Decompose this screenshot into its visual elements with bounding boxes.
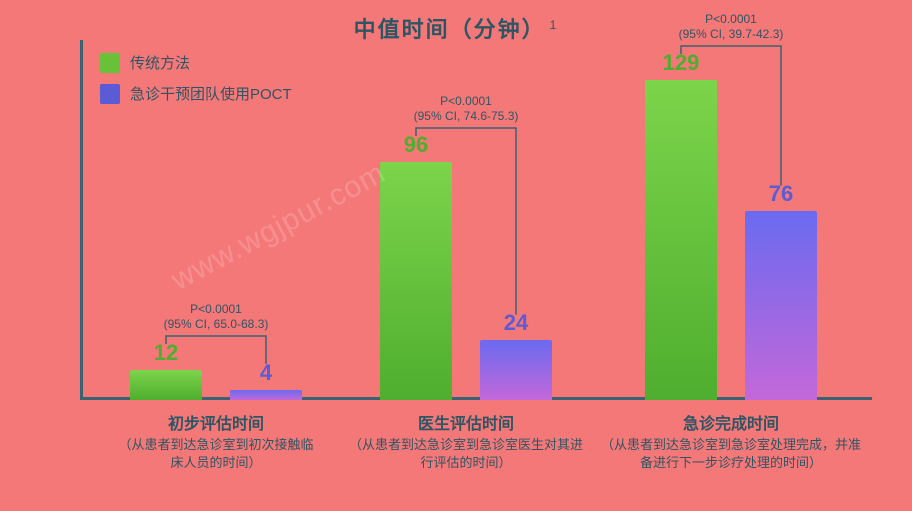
bar-value-label: 129 — [645, 50, 717, 76]
chart-title-footnote: 1 — [550, 18, 559, 32]
stat-annotation: P<0.0001(95% CI, 39.7-42.3) — [621, 12, 841, 42]
stat-p-value: P<0.0001 — [106, 302, 326, 317]
stat-annotation: P<0.0001(95% CI, 74.6-75.3) — [356, 94, 576, 124]
median-time-chart: 中值时间（分钟）1 传统方法 急诊干预团队使用POCT 124P<0.0001(… — [0, 0, 912, 511]
bar-value-label: 96 — [380, 132, 452, 158]
stat-ci: (95% CI, 39.7-42.3) — [621, 27, 841, 42]
stat-ci: (95% CI, 65.0-68.3) — [106, 317, 326, 332]
stat-p-value: P<0.0001 — [356, 94, 576, 109]
x-category: 医生评估时间（从患者到达急诊室到急诊室医生对其进行评估的时间） — [346, 410, 586, 471]
bar-poct — [480, 340, 552, 400]
bar-value-label: 76 — [745, 181, 817, 207]
stat-p-value: P<0.0001 — [621, 12, 841, 27]
bar-traditional — [645, 80, 717, 400]
bar-poct — [745, 211, 817, 400]
x-category-desc: （从患者到达急诊室到急诊室处理完成，并准备进行下一步诊疗处理的时间） — [601, 436, 861, 471]
x-category-title: 初步评估时间 — [116, 410, 316, 434]
x-category-title: 急诊完成时间 — [601, 410, 861, 434]
bar-value-label: 4 — [230, 360, 302, 386]
stat-annotation: P<0.0001(95% CI, 65.0-68.3) — [106, 302, 326, 332]
bar-traditional — [380, 162, 452, 400]
bar-poct — [230, 390, 302, 400]
plot-area: 124P<0.0001(95% CI, 65.0-68.3)9624P<0.00… — [80, 40, 872, 400]
x-category: 急诊完成时间（从患者到达急诊室到急诊室处理完成，并准备进行下一步诊疗处理的时间） — [601, 410, 861, 471]
stat-ci: (95% CI, 74.6-75.3) — [356, 109, 576, 124]
bar-value-label: 24 — [480, 310, 552, 336]
x-category-desc: （从患者到达急诊室到急诊室医生对其进行评估的时间） — [346, 436, 586, 471]
y-axis — [80, 40, 83, 400]
chart-title-text: 中值时间（分钟） — [354, 17, 546, 42]
x-category: 初步评估时间（从患者到达急诊室到初次接触临床人员的时间） — [116, 410, 316, 471]
x-category-desc: （从患者到达急诊室到初次接触临床人员的时间） — [116, 436, 316, 471]
x-category-title: 医生评估时间 — [346, 410, 586, 434]
bar-traditional — [130, 370, 202, 400]
bar-value-label: 12 — [130, 340, 202, 366]
